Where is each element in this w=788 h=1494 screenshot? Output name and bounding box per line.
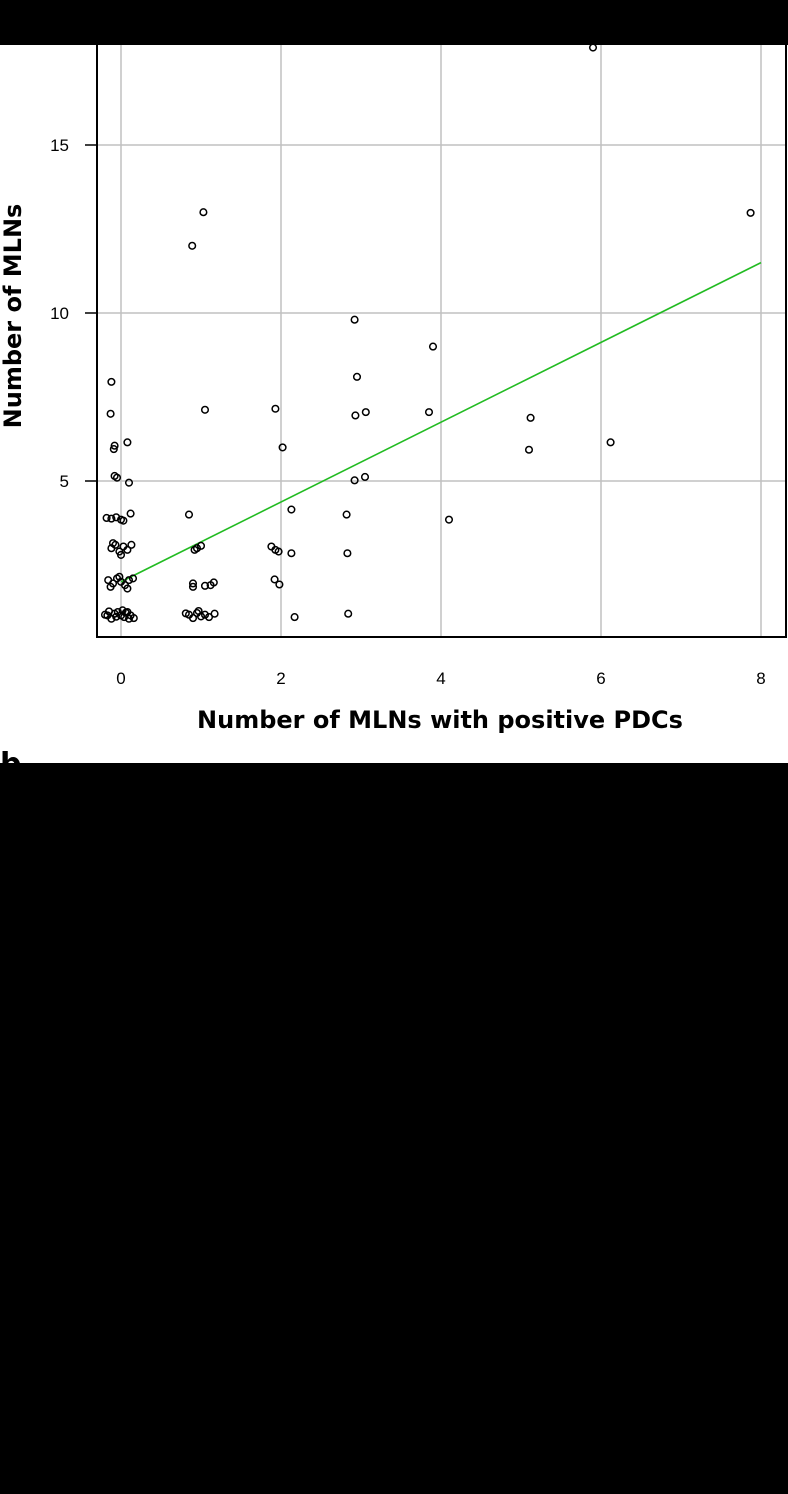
data-point	[361, 408, 370, 417]
data-point	[188, 614, 198, 623]
x-tick-label: 6	[596, 669, 605, 688]
data-point	[344, 609, 353, 618]
data-point	[350, 476, 359, 485]
data-point	[352, 372, 362, 381]
data-point	[351, 411, 360, 420]
data-point	[123, 438, 132, 447]
data-point	[112, 473, 122, 482]
x-axis-ticks: 0 2 4 6 8	[116, 669, 765, 688]
data-point	[181, 609, 190, 618]
data-point	[107, 514, 116, 523]
data-point	[342, 510, 351, 519]
data-point	[124, 478, 134, 487]
data-point	[118, 606, 127, 615]
data-point	[184, 510, 194, 519]
data-point	[188, 241, 197, 250]
data-point	[115, 572, 124, 581]
data-point	[199, 208, 208, 217]
data-point	[287, 549, 296, 558]
data-point	[124, 614, 134, 623]
y-axis-title: Number of MLNs	[0, 204, 27, 429]
data-point	[192, 544, 202, 553]
data-point	[109, 445, 118, 454]
panel-label: b	[0, 747, 21, 782]
plot-area-background	[0, 45, 788, 763]
data-point	[271, 404, 280, 413]
data-point	[428, 342, 438, 351]
data-point	[444, 515, 454, 524]
data-point	[107, 377, 116, 386]
data-point	[526, 413, 535, 422]
data-point	[210, 609, 219, 618]
data-point	[200, 581, 210, 590]
data-point	[200, 405, 210, 414]
data-point	[188, 582, 198, 591]
data-point	[129, 614, 138, 623]
y-tick-label: 5	[60, 472, 69, 491]
y-axis-ticks: 5 10 15	[50, 136, 97, 491]
x-tick-label: 2	[276, 669, 285, 688]
data-point	[524, 445, 534, 454]
data-point	[128, 574, 138, 583]
data-point	[116, 550, 126, 559]
data-point	[127, 540, 136, 549]
data-point	[102, 513, 111, 523]
data-point	[343, 549, 352, 558]
gridlines	[97, 45, 786, 637]
data-point	[350, 315, 359, 324]
data-point	[209, 578, 218, 587]
data-point	[106, 409, 115, 418]
data-point	[200, 610, 210, 619]
x-tick-label: 0	[116, 669, 125, 688]
data-point	[275, 580, 284, 589]
x-axis-title: Number of MLNs with positive PDCs	[197, 706, 683, 734]
data-point	[116, 515, 126, 524]
data-point	[123, 584, 132, 593]
data-point	[278, 443, 287, 452]
plot-frame	[96, 45, 787, 638]
data-point	[112, 612, 121, 621]
data-point	[274, 547, 283, 556]
x-tick-label: 4	[436, 669, 445, 688]
data-point	[424, 408, 434, 417]
data-point	[194, 606, 203, 616]
data-point	[124, 576, 134, 585]
data-point	[100, 610, 110, 619]
regression-line	[120, 261, 762, 583]
data-point	[287, 505, 296, 514]
data-point	[110, 441, 119, 450]
data-point	[588, 43, 598, 52]
data-point	[106, 582, 115, 591]
data-point	[746, 208, 755, 217]
y-tick-label: 10	[50, 304, 69, 323]
data-point	[290, 613, 299, 622]
x-tick-label: 8	[756, 669, 765, 688]
data-point	[126, 509, 135, 518]
data-point	[123, 545, 132, 554]
y-tick-label: 15	[50, 136, 69, 155]
data-point	[108, 539, 118, 548]
data-point	[188, 579, 198, 588]
data-point	[606, 438, 615, 447]
data-point	[204, 613, 214, 622]
data-point	[360, 472, 370, 482]
data-point	[270, 575, 279, 584]
data-points	[100, 43, 755, 623]
data-point	[196, 541, 206, 550]
